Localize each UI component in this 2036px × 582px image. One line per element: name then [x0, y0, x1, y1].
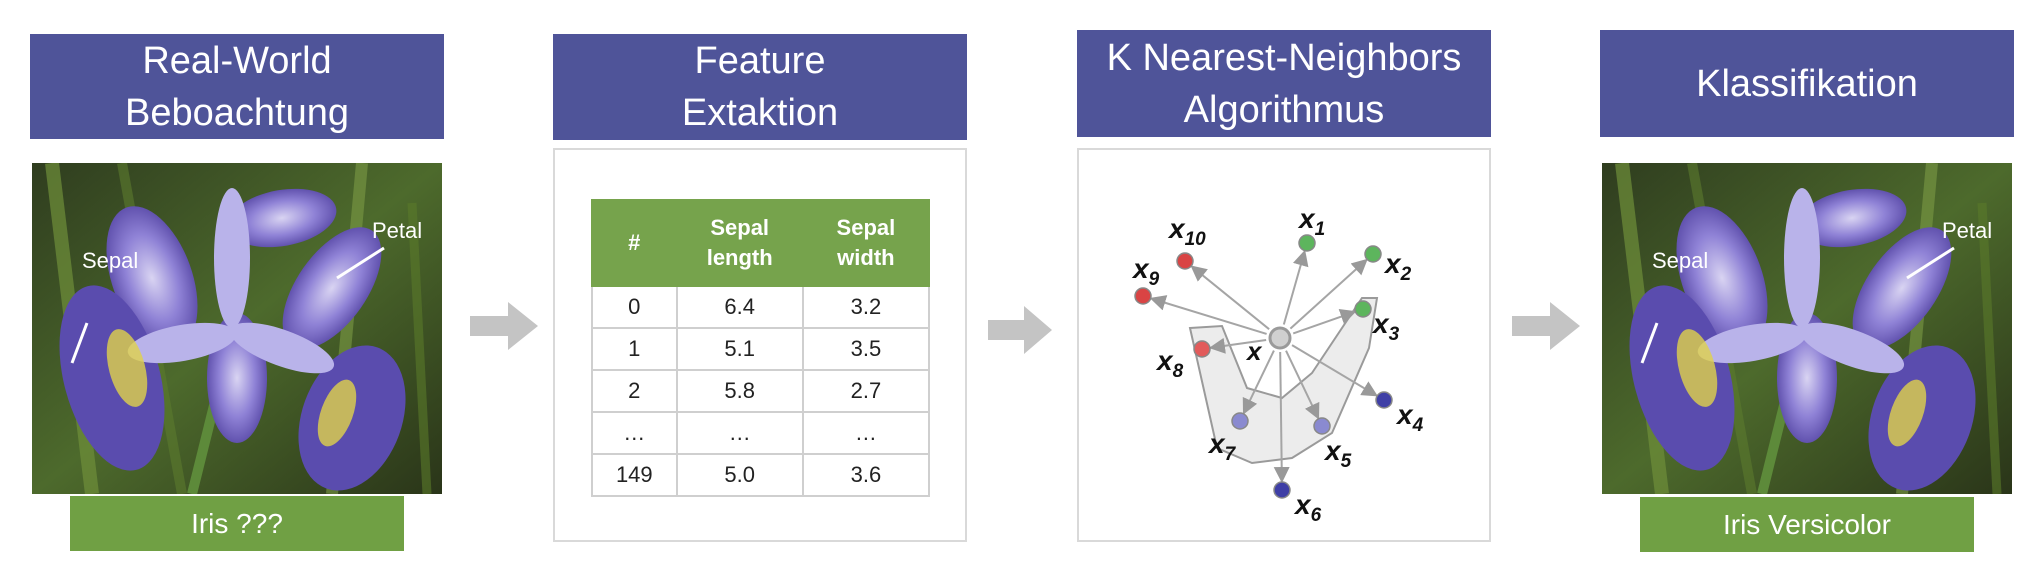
- data-point-subscript: 5: [1341, 451, 1352, 472]
- neighbor-edge: [1208, 337, 1267, 354]
- data-point: [1231, 412, 1249, 430]
- step-2-title-line2: Extaktion: [681, 92, 839, 134]
- table-cell: 3.6: [801, 453, 931, 497]
- step-1-header: Real-World Beboachtung: [30, 34, 444, 139]
- step-3-header: K Nearest-Neighbors Algorithmus: [1077, 30, 1491, 137]
- table-row: … … …: [591, 411, 931, 455]
- data-point: [1354, 300, 1372, 318]
- table-row: 149 5.0 3.6: [591, 453, 931, 497]
- sepal-label: Sepal: [1652, 248, 1709, 273]
- step-2-title-line1: Feature: [694, 40, 826, 82]
- iris-flower-image: [1602, 163, 2012, 494]
- column-header-text: Sepal width: [836, 215, 896, 270]
- data-point: [1298, 234, 1316, 252]
- data-point-subscript: 6: [1311, 505, 1322, 526]
- data-point-subscript: 1: [1315, 219, 1326, 240]
- step-4-title-line1: Klassifikation: [1696, 62, 1918, 105]
- step-1-title-line2: Beboachtung: [125, 91, 349, 134]
- table-cell: 6.4: [675, 285, 804, 329]
- neighbor-edge: [1149, 295, 1267, 335]
- data-point-label: x6: [1293, 489, 1322, 526]
- table-cell: …: [675, 411, 804, 455]
- feature-table: # Sepal length Sepal width 0 6.4 3.2 1 5…: [591, 199, 931, 497]
- data-point-label: x9: [1131, 253, 1160, 290]
- step-2-header: Feature Extaktion: [553, 34, 967, 140]
- data-point-subscript: 2: [1400, 264, 1412, 285]
- petal-label: Petal: [372, 218, 423, 243]
- neighbor-edge: [1292, 309, 1357, 335]
- table-cell: 0: [591, 285, 678, 329]
- neighbor-edge: [1242, 350, 1275, 415]
- table-cell: 3.2: [801, 285, 931, 329]
- data-point: [1313, 417, 1331, 435]
- step-1-title-line1: Real-World: [142, 39, 332, 82]
- petal-label: Petal: [1942, 218, 1993, 243]
- iris-photo-input: Sepal Petal: [32, 163, 442, 494]
- neighbor-edge: [1273, 351, 1290, 484]
- data-point: [1273, 481, 1291, 499]
- data-point-label: x3: [1371, 308, 1400, 345]
- neighbor-edge: [1190, 265, 1270, 330]
- table-cell: 1: [591, 327, 678, 371]
- table-header-row: # Sepal length Sepal width: [591, 199, 931, 287]
- data-point-label: x10: [1167, 213, 1206, 250]
- table-row: 0 6.4 3.2: [591, 285, 931, 329]
- arrow-right-icon: [470, 302, 538, 350]
- data-point-subscript: 8: [1173, 361, 1184, 382]
- table-cell: 2.7: [801, 369, 931, 413]
- sepal-label: Sepal: [82, 248, 139, 273]
- neighbor-edge: [1289, 258, 1368, 330]
- step-4-header: Klassifikation: [1600, 30, 2014, 137]
- neighbor-edge: [1285, 350, 1320, 420]
- input-label: Iris ???: [70, 496, 404, 551]
- table-row: 1 5.1 3.5: [591, 327, 931, 371]
- arrow-right-icon: [1512, 302, 1580, 350]
- table-cell: 149: [591, 453, 678, 497]
- column-header-text: Sepal length: [706, 215, 773, 270]
- data-point-subscript: 3: [1389, 324, 1400, 345]
- data-point: [1193, 340, 1211, 358]
- table-cell: …: [591, 411, 678, 455]
- table-cell: 5.8: [675, 369, 804, 413]
- column-header: Sepal width: [801, 199, 931, 287]
- data-point-label: x1: [1297, 203, 1325, 240]
- query-point-label: x: [1245, 336, 1263, 366]
- data-point-subscript: 4: [1412, 415, 1424, 436]
- column-header: #: [591, 199, 678, 287]
- data-point-label: x4: [1395, 399, 1424, 436]
- data-point-label: x5: [1323, 435, 1352, 472]
- data-point: [1176, 252, 1194, 270]
- data-point-subscript: 9: [1149, 269, 1160, 290]
- data-point-subscript: 7: [1225, 444, 1237, 465]
- data-point: [1375, 391, 1393, 409]
- data-point-label: x2: [1383, 248, 1412, 285]
- table-cell: 3.5: [801, 327, 931, 371]
- data-point: [1364, 245, 1382, 263]
- neighbor-edge: [1282, 249, 1309, 325]
- table-cell: 5.1: [675, 327, 804, 371]
- table-cell: 2: [591, 369, 678, 413]
- table-cell: …: [801, 411, 931, 455]
- iris-photo-output: Sepal Petal: [1602, 163, 2012, 494]
- output-label: Iris Versicolor: [1640, 497, 1974, 552]
- table-row: 2 5.8 2.7: [591, 369, 931, 413]
- step-3-title-line1: K Nearest-Neighbors: [1106, 36, 1462, 79]
- iris-flower-image: [32, 163, 442, 494]
- table-cell: 5.0: [675, 453, 804, 497]
- query-point: [1268, 326, 1292, 350]
- step-3-title-line2: Algorithmus: [1183, 88, 1385, 131]
- data-point-subscript: 10: [1185, 229, 1207, 250]
- data-point-label: x8: [1155, 345, 1184, 382]
- data-point: [1134, 287, 1152, 305]
- arrow-right-icon: [988, 306, 1052, 354]
- column-header: Sepal length: [675, 199, 804, 287]
- neighbor-edge: [1291, 344, 1378, 397]
